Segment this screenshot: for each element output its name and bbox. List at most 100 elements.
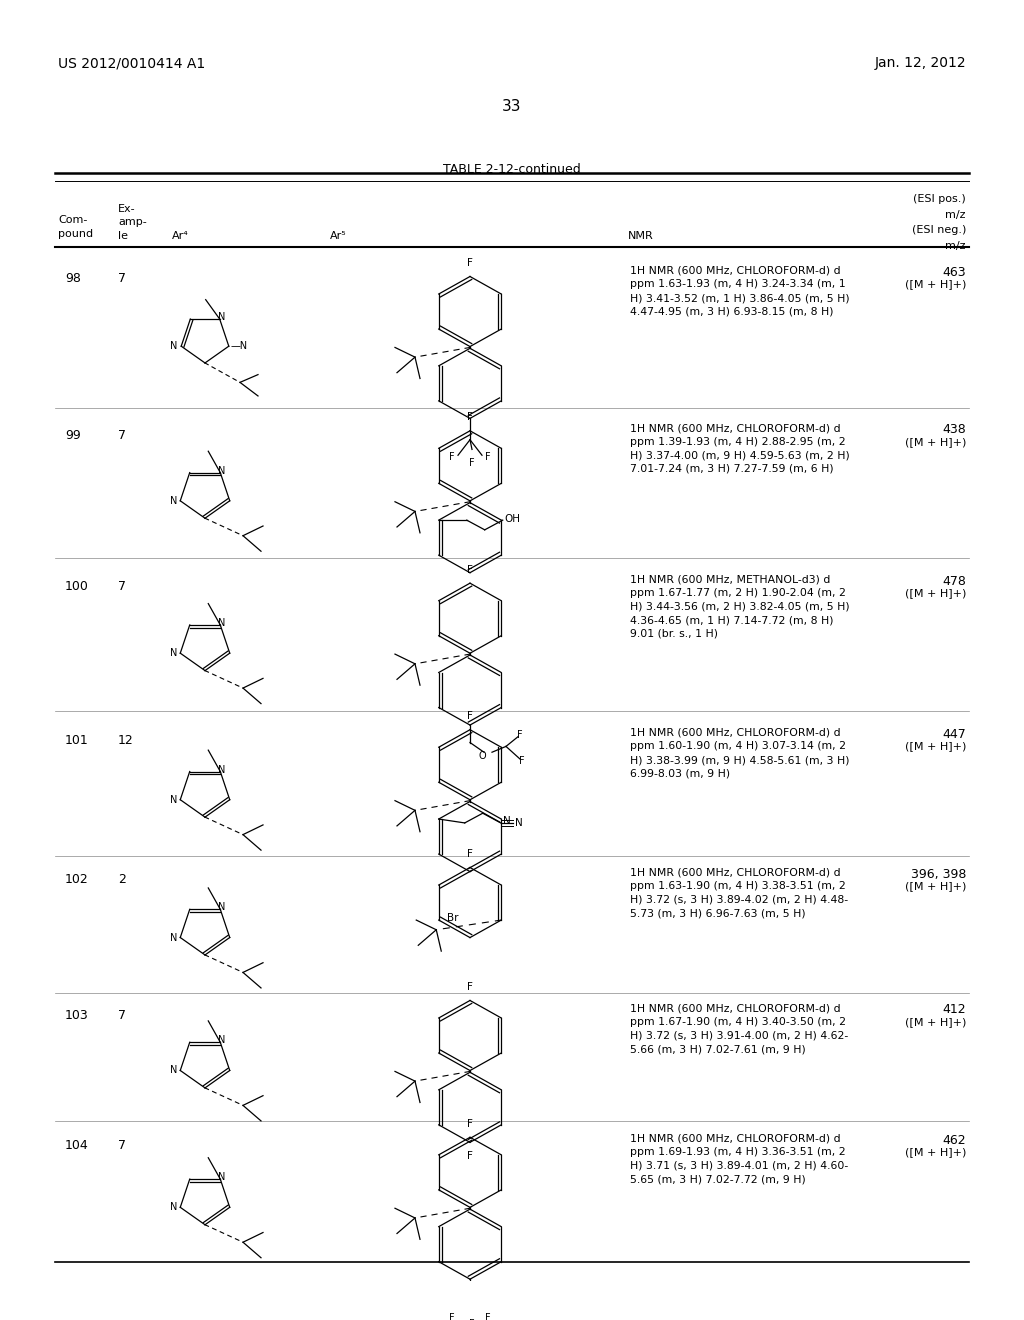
Text: 4.47-4.95 (m, 3 H) 6.93-8.15 (m, 8 H): 4.47-4.95 (m, 3 H) 6.93-8.15 (m, 8 H) xyxy=(630,306,834,317)
Text: 447: 447 xyxy=(942,727,966,741)
Text: N: N xyxy=(217,1035,225,1045)
Text: amp-: amp- xyxy=(118,218,146,227)
Text: ppm 1.63-1.90 (m, 4 H) 3.38-3.51 (m, 2: ppm 1.63-1.90 (m, 4 H) 3.38-3.51 (m, 2 xyxy=(630,882,846,891)
Text: ([M + H]+): ([M + H]+) xyxy=(904,882,966,891)
Text: 478: 478 xyxy=(942,574,966,587)
Text: ppm 1.67-1.77 (m, 2 H) 1.90-2.04 (m, 2: ppm 1.67-1.77 (m, 2 H) 1.90-2.04 (m, 2 xyxy=(630,589,846,598)
Text: N: N xyxy=(217,466,225,475)
Text: H) 3.41-3.52 (m, 1 H) 3.86-4.05 (m, 5 H): H) 3.41-3.52 (m, 1 H) 3.86-4.05 (m, 5 H) xyxy=(630,293,850,304)
Text: 33: 33 xyxy=(502,99,522,114)
Text: ([M + H]+): ([M + H]+) xyxy=(904,589,966,598)
Text: H) 3.72 (s, 3 H) 3.89-4.02 (m, 2 H) 4.48-: H) 3.72 (s, 3 H) 3.89-4.02 (m, 2 H) 4.48… xyxy=(630,895,848,904)
Text: F: F xyxy=(485,1313,490,1320)
Text: 5.66 (m, 3 H) 7.02-7.61 (m, 9 H): 5.66 (m, 3 H) 7.02-7.61 (m, 9 H) xyxy=(630,1044,806,1055)
Text: 5.73 (m, 3 H) 6.96-7.63 (m, 5 H): 5.73 (m, 3 H) 6.96-7.63 (m, 5 H) xyxy=(630,908,806,919)
Text: H) 3.71 (s, 3 H) 3.89-4.01 (m, 2 H) 4.60-: H) 3.71 (s, 3 H) 3.89-4.01 (m, 2 H) 4.60… xyxy=(630,1160,848,1171)
Text: Ar⁴: Ar⁴ xyxy=(172,231,188,242)
Text: 1H NMR (600 MHz, CHLOROFORM-d) d: 1H NMR (600 MHz, CHLOROFORM-d) d xyxy=(630,1134,841,1143)
Text: le: le xyxy=(118,231,128,242)
Text: NMR: NMR xyxy=(628,231,653,242)
Text: (ESI pos.): (ESI pos.) xyxy=(913,194,966,205)
Text: F: F xyxy=(467,257,473,268)
Text: 396, 398: 396, 398 xyxy=(910,867,966,880)
Text: N: N xyxy=(217,618,225,628)
Text: Br: Br xyxy=(446,913,458,923)
Text: Ar⁵: Ar⁵ xyxy=(330,231,347,242)
Text: 7: 7 xyxy=(118,1010,126,1022)
Text: Ex-: Ex- xyxy=(118,203,135,214)
Text: 4.36-4.65 (m, 1 H) 7.14-7.72 (m, 8 H): 4.36-4.65 (m, 1 H) 7.14-7.72 (m, 8 H) xyxy=(630,615,834,626)
Text: F: F xyxy=(517,730,523,739)
Text: 438: 438 xyxy=(942,424,966,436)
Text: F: F xyxy=(519,756,525,766)
Text: N: N xyxy=(170,496,177,506)
Text: 104: 104 xyxy=(65,1139,89,1152)
Text: N: N xyxy=(515,818,522,828)
Text: F: F xyxy=(450,1313,455,1320)
Text: 101: 101 xyxy=(65,734,89,747)
Text: N: N xyxy=(217,903,225,912)
Text: N: N xyxy=(170,341,177,351)
Text: 9.01 (br. s., 1 H): 9.01 (br. s., 1 H) xyxy=(630,628,718,639)
Text: N: N xyxy=(170,1065,177,1076)
Text: 6.99-8.03 (m, 9 H): 6.99-8.03 (m, 9 H) xyxy=(630,768,730,779)
Text: 7: 7 xyxy=(118,581,126,594)
Text: US 2012/0010414 A1: US 2012/0010414 A1 xyxy=(58,57,205,70)
Text: H) 3.72 (s, 3 H) 3.91-4.00 (m, 2 H) 4.62-: H) 3.72 (s, 3 H) 3.91-4.00 (m, 2 H) 4.62… xyxy=(630,1031,848,1040)
Text: N: N xyxy=(218,312,225,322)
Text: F: F xyxy=(467,711,473,721)
Text: m/z: m/z xyxy=(945,240,966,251)
Text: m/z: m/z xyxy=(945,210,966,219)
Text: 1H NMR (600 MHz, CHLOROFORM-d) d: 1H NMR (600 MHz, CHLOROFORM-d) d xyxy=(630,265,841,276)
Text: O: O xyxy=(478,751,485,762)
Text: ppm 1.63-1.93 (m, 4 H) 3.24-3.34 (m, 1: ppm 1.63-1.93 (m, 4 H) 3.24-3.34 (m, 1 xyxy=(630,280,846,289)
Text: 99: 99 xyxy=(65,429,81,442)
Text: F: F xyxy=(469,458,475,469)
Text: OH: OH xyxy=(505,515,521,524)
Text: N: N xyxy=(170,795,177,805)
Text: 98: 98 xyxy=(65,272,81,285)
Text: 103: 103 xyxy=(65,1010,89,1022)
Text: 462: 462 xyxy=(942,1134,966,1147)
Text: 5.65 (m, 3 H) 7.02-7.72 (m, 9 H): 5.65 (m, 3 H) 7.02-7.72 (m, 9 H) xyxy=(630,1175,806,1184)
Text: 102: 102 xyxy=(65,874,89,887)
Text: F: F xyxy=(450,453,455,462)
Text: F: F xyxy=(467,412,473,422)
Text: 1H NMR (600 MHz, CHLOROFORM-d) d: 1H NMR (600 MHz, CHLOROFORM-d) d xyxy=(630,867,841,878)
Text: ppm 1.60-1.90 (m, 4 H) 3.07-3.14 (m, 2: ppm 1.60-1.90 (m, 4 H) 3.07-3.14 (m, 2 xyxy=(630,742,846,751)
Text: TABLE 2-12-continued: TABLE 2-12-continued xyxy=(443,164,581,176)
Text: —N: —N xyxy=(230,341,248,351)
Text: Jan. 12, 2012: Jan. 12, 2012 xyxy=(874,57,966,70)
Text: 12: 12 xyxy=(118,734,134,747)
Text: 1H NMR (600 MHz, CHLOROFORM-d) d: 1H NMR (600 MHz, CHLOROFORM-d) d xyxy=(630,1003,841,1014)
Text: ([M + H]+): ([M + H]+) xyxy=(904,1147,966,1158)
Text: N: N xyxy=(170,1203,177,1212)
Text: ([M + H]+): ([M + H]+) xyxy=(904,280,966,289)
Text: N: N xyxy=(217,764,225,775)
Text: F: F xyxy=(467,982,473,991)
Text: N: N xyxy=(170,932,177,942)
Text: H) 3.38-3.99 (m, 9 H) 4.58-5.61 (m, 3 H): H) 3.38-3.99 (m, 9 H) 4.58-5.61 (m, 3 H) xyxy=(630,755,850,766)
Text: 1H NMR (600 MHz, CHLOROFORM-d) d: 1H NMR (600 MHz, CHLOROFORM-d) d xyxy=(630,424,841,433)
Text: F: F xyxy=(467,1151,473,1162)
Text: ppm 1.67-1.90 (m, 4 H) 3.40-3.50 (m, 2: ppm 1.67-1.90 (m, 4 H) 3.40-3.50 (m, 2 xyxy=(630,1018,846,1027)
Text: F: F xyxy=(467,565,473,574)
Text: ([M + H]+): ([M + H]+) xyxy=(904,1018,966,1027)
Text: 2: 2 xyxy=(118,874,126,887)
Text: Com-: Com- xyxy=(58,215,87,226)
Text: N: N xyxy=(503,816,511,826)
Text: F: F xyxy=(467,1119,473,1129)
Text: ([M + H]+): ([M + H]+) xyxy=(904,742,966,751)
Text: F: F xyxy=(467,849,473,859)
Text: F: F xyxy=(485,453,490,462)
Text: H) 3.44-3.56 (m, 2 H) 3.82-4.05 (m, 5 H): H) 3.44-3.56 (m, 2 H) 3.82-4.05 (m, 5 H) xyxy=(630,602,850,611)
Text: 7: 7 xyxy=(118,429,126,442)
Text: N: N xyxy=(170,648,177,659)
Text: 463: 463 xyxy=(942,265,966,279)
Text: 7: 7 xyxy=(118,1139,126,1152)
Text: (ESI neg.): (ESI neg.) xyxy=(911,226,966,235)
Text: 1H NMR (600 MHz, CHLOROFORM-d) d: 1H NMR (600 MHz, CHLOROFORM-d) d xyxy=(630,727,841,738)
Text: ([M + H]+): ([M + H]+) xyxy=(904,437,966,446)
Text: 100: 100 xyxy=(65,581,89,594)
Text: ppm 1.69-1.93 (m, 4 H) 3.36-3.51 (m, 2: ppm 1.69-1.93 (m, 4 H) 3.36-3.51 (m, 2 xyxy=(630,1147,846,1158)
